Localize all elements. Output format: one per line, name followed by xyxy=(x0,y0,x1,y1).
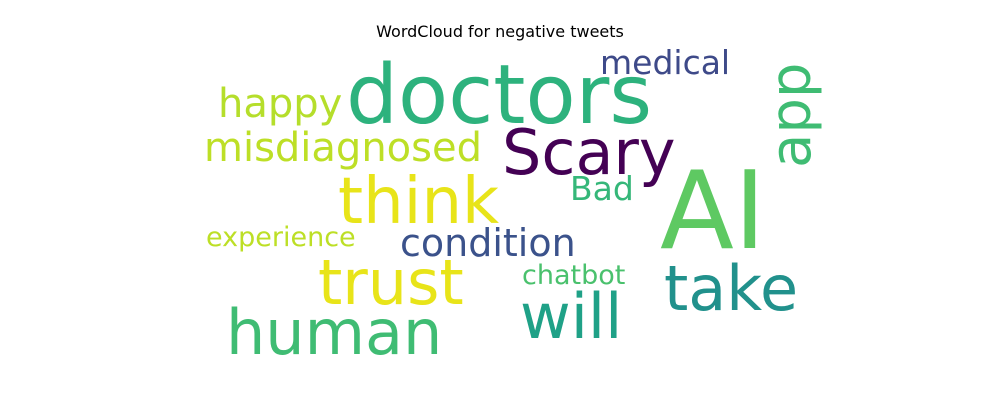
word-will: will xyxy=(520,280,623,353)
word-medical: medical xyxy=(600,43,731,82)
word-app: app xyxy=(759,62,824,168)
chart-title: WordCloud for negative tweets xyxy=(376,22,624,41)
word-take: take xyxy=(664,252,799,325)
word-condition: condition xyxy=(400,221,576,265)
word-scary: Scary xyxy=(502,116,676,189)
word-chatbot: chatbot xyxy=(522,260,626,291)
word-trust: trust xyxy=(318,246,464,319)
word-human: human xyxy=(226,296,443,369)
word-ai: AI xyxy=(660,149,766,274)
word-experience: experience xyxy=(206,222,356,253)
word-think: think xyxy=(338,165,500,239)
word-misdiagnosed: misdiagnosed xyxy=(204,125,482,171)
word-doctors: doctors xyxy=(346,48,653,143)
word-happy: happy xyxy=(218,81,343,127)
word-bad: Bad xyxy=(570,169,634,208)
